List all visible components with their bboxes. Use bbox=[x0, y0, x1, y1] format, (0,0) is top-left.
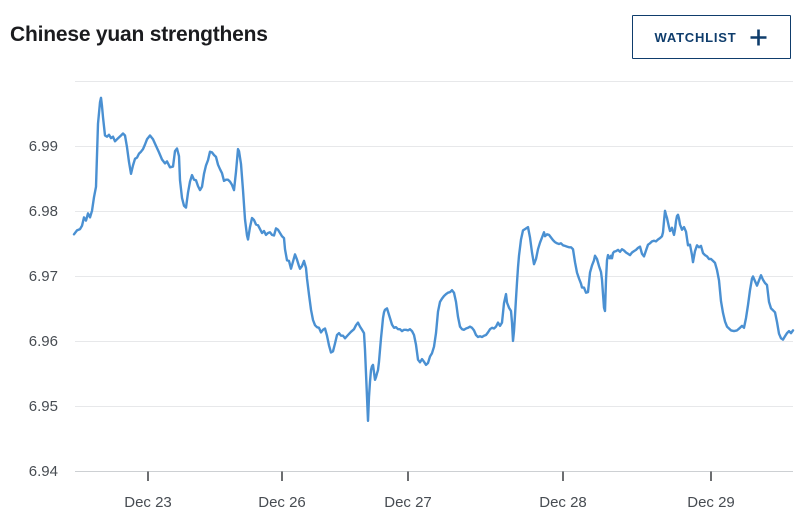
y-axis-label: 6.98 bbox=[28, 202, 58, 220]
x-axis-label: Dec 27 bbox=[384, 494, 432, 511]
y-axis-label: 6.97 bbox=[28, 267, 58, 285]
page-title: Chinese yuan strengthens bbox=[10, 23, 268, 46]
y-axis-label: 6.94 bbox=[28, 462, 58, 480]
watchlist-button-label: WATCHLIST bbox=[654, 29, 737, 45]
y-axis-label: 6.95 bbox=[28, 397, 58, 415]
watchlist-button[interactable]: WATCHLIST bbox=[632, 15, 791, 59]
x-axis-label: Dec 28 bbox=[539, 494, 587, 511]
plus-icon bbox=[750, 29, 767, 45]
y-axis-label: 6.99 bbox=[28, 137, 58, 155]
x-axis-label: Dec 26 bbox=[258, 494, 306, 511]
x-axis-label: Dec 23 bbox=[124, 494, 172, 511]
price-line bbox=[72, 96, 795, 422]
y-axis-label: 6.96 bbox=[28, 332, 58, 350]
x-axis-label: Dec 29 bbox=[687, 494, 735, 511]
